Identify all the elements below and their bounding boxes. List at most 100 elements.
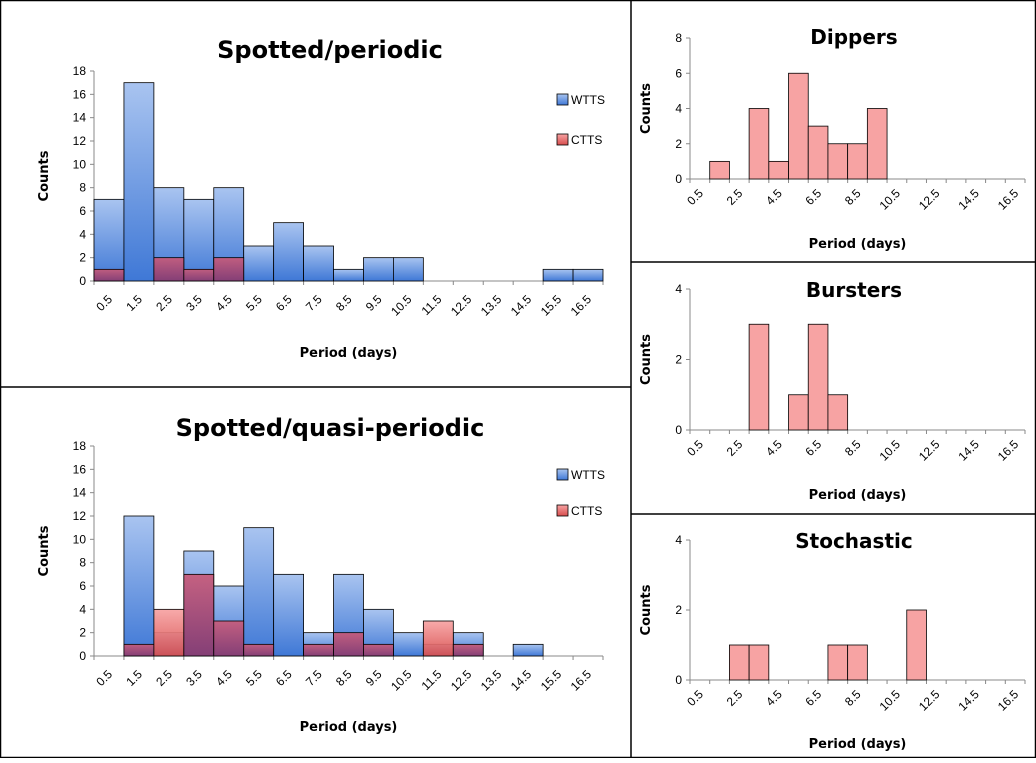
- y-tick-label: 8: [79, 556, 86, 570]
- x-tick-label: 8.5: [333, 292, 355, 314]
- x-tick-label: 10.5: [388, 292, 415, 319]
- legend-label-wtts: WTTS: [571, 93, 605, 107]
- x-tick-label: 12.5: [916, 186, 943, 213]
- x-tick-label: 6.5: [803, 687, 825, 709]
- chart-title: Stochastic: [795, 529, 912, 553]
- x-tick-label: 16.5: [995, 687, 1022, 714]
- y-tick-label: 8: [79, 181, 86, 195]
- x-tick-label: 0.5: [93, 292, 115, 314]
- bar-5.5: [788, 72, 809, 180]
- bar-wtts-5.5: [243, 527, 275, 657]
- bar-wtts-1.5: [123, 515, 155, 657]
- x-tick-label: 6.5: [803, 186, 825, 208]
- bar-8.5: [847, 644, 868, 681]
- bars: [729, 609, 927, 681]
- x-axis-label: Period (days): [809, 737, 907, 752]
- y-tick-label: 0: [675, 423, 682, 437]
- legend-label-ctts: CTTS: [571, 504, 602, 518]
- y-tick-label: 4: [79, 227, 86, 241]
- x-tick-label: 1.5: [123, 292, 145, 314]
- y-tick-label: 18: [73, 64, 87, 78]
- y-tick-label: 10: [73, 532, 87, 546]
- bar-7.5: [827, 394, 849, 431]
- y-tick-label: 16: [73, 462, 87, 476]
- y-tick-label: 2: [79, 626, 86, 640]
- y-axis-label: Counts: [639, 584, 654, 635]
- bar-ctts-3.5: [183, 573, 215, 657]
- bar-wtts-14.5: [512, 643, 544, 657]
- legend-swatch-ctts: [556, 133, 569, 146]
- bars: [123, 515, 544, 657]
- bar-ctts-7.5: [303, 643, 334, 657]
- bar-9.5: [866, 108, 888, 180]
- chart-title: Spotted/periodic: [217, 36, 443, 64]
- x-tick-label: 3.5: [183, 292, 205, 314]
- x-tick-label: 8.5: [842, 186, 864, 208]
- x-tick-label: 3.5: [183, 667, 205, 689]
- legend-label-ctts: CTTS: [571, 133, 602, 147]
- bar-wtts-9.5: [363, 257, 394, 282]
- legend-swatch-wtts: [556, 93, 569, 106]
- x-tick-label: 13.5: [478, 667, 505, 694]
- panel-spotted-periodic: Spotted/periodic 0 2 4 6 8 10 12 14 16 18 0.5 1.5 2.5…: [37, 36, 605, 361]
- x-tick-label: 10.5: [877, 687, 904, 714]
- bar-wtts-10.5: [393, 257, 424, 282]
- x-tick-label: 4.5: [763, 687, 785, 709]
- y-tick-label: 2: [675, 137, 682, 151]
- y-tick-label: 0: [79, 274, 86, 288]
- y-tick-label: 4: [675, 102, 682, 116]
- x-tick-label: 7.5: [303, 292, 325, 314]
- bar-3.5: [748, 323, 770, 431]
- bar-ctts-4.5: [213, 257, 245, 282]
- y-tick-label: 12: [73, 509, 87, 523]
- legend-swatch-wtts: [556, 468, 569, 481]
- y-tick-label: 0: [79, 649, 86, 663]
- bar-wtts-16.5: [572, 268, 604, 282]
- bars: [93, 82, 604, 282]
- bar-wtts-6.5: [273, 573, 304, 657]
- x-tick-label: 6.5: [273, 292, 295, 314]
- x-tick-label: 1.5: [123, 667, 145, 689]
- x-axis-label: Period (days): [300, 346, 398, 361]
- y-tick-label: 8: [675, 31, 682, 45]
- bar-7.5: [827, 644, 849, 681]
- bar-ctts-8.5: [333, 632, 364, 657]
- bars: [748, 323, 849, 431]
- bar-4.5: [768, 160, 789, 180]
- chart-title: Dippers: [810, 25, 897, 49]
- x-tick-label: 14.5: [955, 437, 982, 464]
- x-tick-label: 2.5: [153, 667, 175, 689]
- x-tick-label: 2.5: [153, 292, 175, 314]
- x-tick-label: 4.5: [763, 186, 785, 208]
- bar-ctts-4.5: [213, 620, 245, 657]
- y-tick-label: 14: [73, 486, 87, 500]
- bar-6.5: [807, 323, 829, 431]
- x-tick-label: 14.5: [508, 667, 535, 694]
- x-tick-label: 10.5: [877, 437, 904, 464]
- bar-wtts-5.5: [243, 245, 275, 282]
- x-tick-label: 16.5: [995, 437, 1022, 464]
- x-tick-label: 14.5: [508, 292, 535, 319]
- bar-3.5: [748, 108, 770, 180]
- bar-6.5: [807, 125, 829, 180]
- x-axis-label: Period (days): [300, 720, 398, 735]
- panel-spotted-quasi-periodic: Spotted/quasi-periodic 0 2 4 6 8 10 12 14 16 18 0.5…: [37, 414, 605, 735]
- bar-ctts-5.5: [243, 643, 275, 657]
- bar-11.5: [906, 609, 927, 681]
- x-axis-label: Period (days): [809, 488, 907, 503]
- legend-label-wtts: WTTS: [571, 468, 605, 482]
- chart-panels: Spotted/periodic 0 2 4 6 8 10 12 14 16 18 0.5 1.5 2.5…: [37, 25, 1026, 752]
- panel-dippers: Dippers 0 2 4 6 8 0.5 2.5 4.5 6.5 8.5 10.5 12.5 14.5 1…: [639, 25, 1026, 252]
- x-tick-label: 2.5: [724, 687, 746, 709]
- y-tick-label: 4: [79, 602, 86, 616]
- y-tick-label: 18: [73, 439, 87, 453]
- x-tick-label: 16.5: [568, 667, 595, 694]
- bars: [709, 72, 888, 180]
- x-tick-label: 8.5: [842, 437, 864, 459]
- legend-swatch-ctts: [556, 504, 569, 517]
- bar-ctts-2.5: [153, 608, 185, 657]
- bar-wtts-7.5: [303, 245, 334, 282]
- x-tick-label: 9.5: [363, 292, 385, 314]
